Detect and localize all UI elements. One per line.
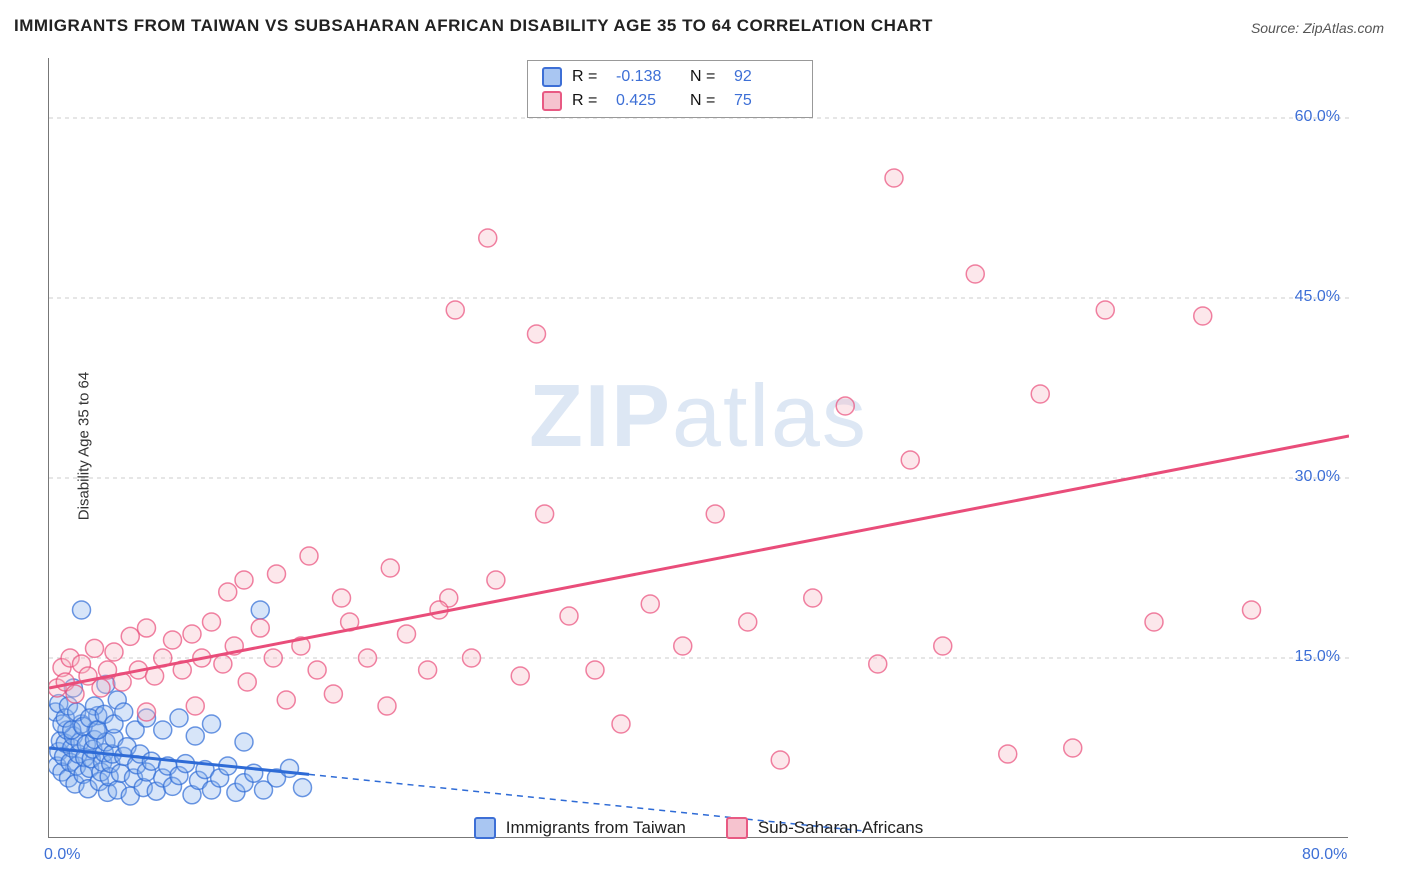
bottom-legend: Immigrants from Taiwan Sub-Saharan Afric…	[49, 817, 1348, 839]
legend-label: Immigrants from Taiwan	[506, 818, 686, 838]
r-value: -0.138	[616, 68, 680, 86]
r-value: 0.425	[616, 92, 680, 110]
legend-item-ssa: Sub-Saharan Africans	[726, 817, 923, 839]
n-label: N =	[690, 92, 724, 110]
chart-container: IMMIGRANTS FROM TAIWAN VS SUBSAHARAN AFR…	[0, 0, 1406, 892]
stats-legend-box: R = -0.138 N = 92 R = 0.425 N = 75	[527, 60, 813, 118]
swatch-icon	[474, 817, 496, 839]
n-value: 75	[734, 92, 798, 110]
swatch-icon	[726, 817, 748, 839]
stats-row-taiwan: R = -0.138 N = 92	[528, 65, 812, 89]
n-value: 92	[734, 68, 798, 86]
r-label: R =	[572, 68, 606, 86]
plot-area: ZIPatlas R = -0.138 N = 92 R = 0.425 N =…	[48, 58, 1348, 838]
swatch-icon	[542, 67, 562, 87]
r-label: R =	[572, 92, 606, 110]
y-tick-label: 60.0%	[1295, 108, 1340, 126]
y-tick-label: 45.0%	[1295, 288, 1340, 306]
n-label: N =	[690, 68, 724, 86]
chart-title: IMMIGRANTS FROM TAIWAN VS SUBSAHARAN AFR…	[14, 16, 933, 36]
swatch-icon	[542, 91, 562, 111]
y-tick-label: 15.0%	[1295, 648, 1340, 666]
source-label: Source: ZipAtlas.com	[1251, 20, 1384, 36]
y-tick-label: 30.0%	[1295, 468, 1340, 486]
legend-item-taiwan: Immigrants from Taiwan	[474, 817, 686, 839]
legend-label: Sub-Saharan Africans	[758, 818, 923, 838]
x-axis-tick-right: 80.0%	[1302, 846, 1347, 864]
stats-row-ssa: R = 0.425 N = 75	[528, 89, 812, 113]
x-axis-tick-left: 0.0%	[44, 846, 80, 864]
regression-lines	[49, 58, 1349, 838]
